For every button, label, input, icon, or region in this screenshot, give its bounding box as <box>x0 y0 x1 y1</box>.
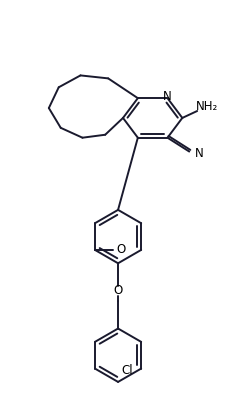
Text: N: N <box>163 90 172 103</box>
Text: Cl: Cl <box>122 364 133 377</box>
Text: O: O <box>113 284 123 298</box>
Text: NH₂: NH₂ <box>196 100 218 113</box>
Text: N: N <box>195 147 204 160</box>
Text: O: O <box>117 243 126 257</box>
